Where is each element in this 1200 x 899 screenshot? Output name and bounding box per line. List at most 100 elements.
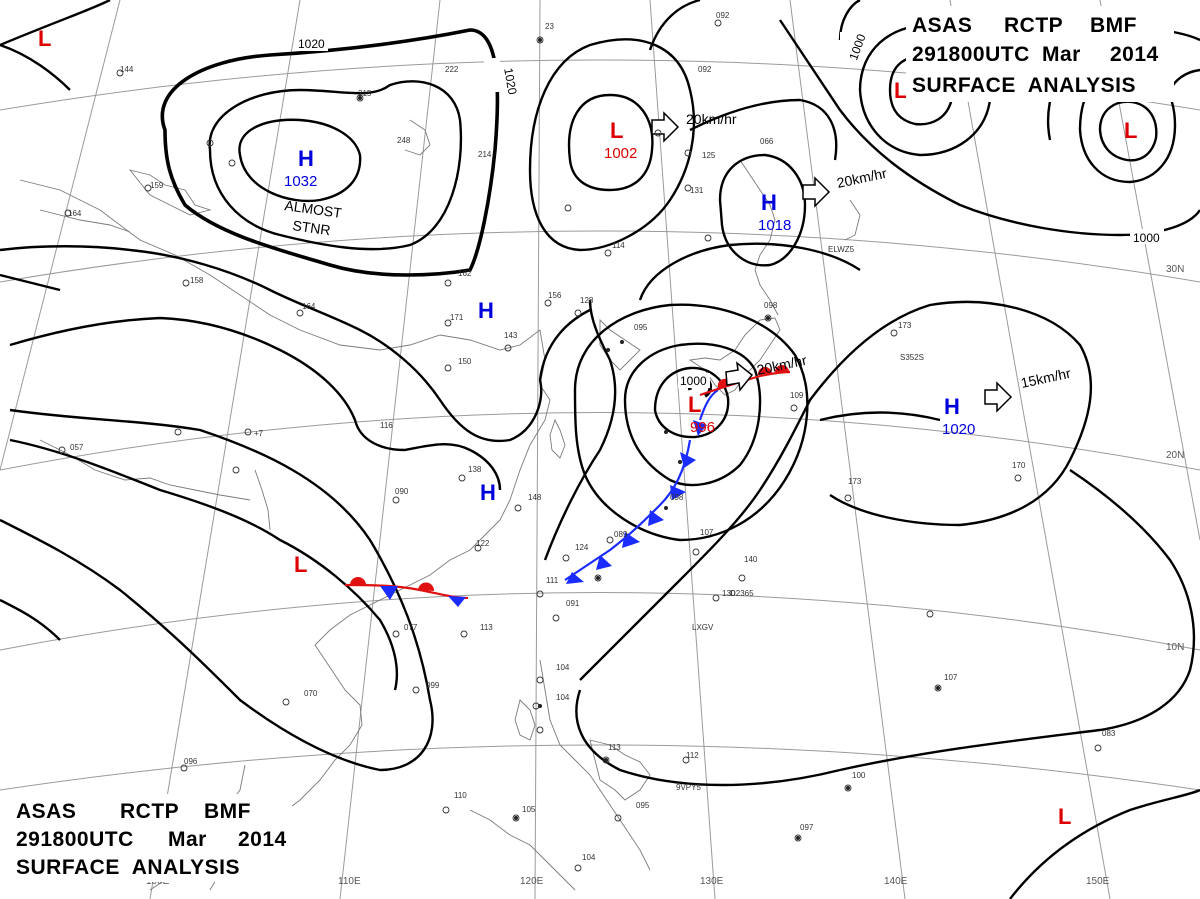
- header-time: 291800UTC: [16, 828, 134, 851]
- svg-text:131: 131: [690, 186, 704, 195]
- station-id: ELWZ5: [828, 245, 855, 254]
- svg-text:222: 222: [445, 65, 459, 74]
- svg-text:083: 083: [1102, 729, 1116, 738]
- svg-text:092: 092: [698, 65, 712, 74]
- svg-text:098: 098: [764, 301, 778, 310]
- svg-text:+7: +7: [254, 429, 264, 438]
- header-product-code: ASAS: [16, 800, 76, 823]
- svg-text:111: 111: [546, 576, 559, 585]
- low-center-letter: L: [688, 392, 701, 417]
- low-center-letter: L: [610, 118, 623, 143]
- svg-text:104: 104: [556, 663, 570, 672]
- low-center-letter: L: [38, 26, 51, 51]
- isobar-label: 1020: [298, 37, 325, 51]
- svg-text:092: 092: [716, 11, 730, 20]
- svg-text:171: 171: [450, 313, 464, 322]
- svg-text:089: 089: [614, 530, 628, 539]
- station-id: D2365: [730, 589, 754, 598]
- high-center-letter: H: [480, 480, 496, 505]
- svg-text:164: 164: [68, 209, 82, 218]
- movement-speed: 20km/hr: [835, 165, 888, 191]
- latitude-label: 30N: [1166, 264, 1184, 275]
- low-center-letter: L: [294, 552, 307, 577]
- header-year: 2014: [238, 828, 287, 851]
- header-month: Mar: [1042, 43, 1081, 66]
- svg-text:116: 116: [380, 421, 393, 430]
- coastlines: [19, 119, 861, 891]
- movement-speed: 15km/hr: [1019, 365, 1072, 391]
- low-center-value: 996: [690, 419, 715, 436]
- longitude-label: 150E: [1086, 876, 1110, 887]
- svg-text:164: 164: [302, 302, 316, 311]
- almost-stationary-label: STNR: [292, 217, 332, 238]
- header-bmf: BMF: [204, 800, 251, 823]
- svg-text:090: 090: [395, 487, 409, 496]
- svg-text:104: 104: [582, 853, 596, 862]
- station-id: LXGV: [692, 623, 714, 632]
- svg-text:162: 162: [458, 269, 472, 278]
- occluded-front: [693, 389, 719, 436]
- svg-text:170: 170: [1012, 461, 1026, 470]
- latitude-label: 10N: [1166, 642, 1184, 653]
- svg-text:105: 105: [522, 805, 536, 814]
- svg-text:095: 095: [636, 801, 650, 810]
- svg-text:122: 122: [476, 539, 490, 548]
- svg-text:098: 098: [670, 493, 684, 502]
- svg-text:107: 107: [944, 673, 958, 682]
- svg-text:173: 173: [848, 477, 862, 486]
- svg-text:097: 097: [800, 823, 814, 832]
- station-dots: [358, 38, 940, 840]
- station-plots: [58, 19, 1102, 872]
- stationary-front: [344, 577, 469, 607]
- svg-text:066: 066: [760, 137, 774, 146]
- low-center-letter: L: [1058, 804, 1071, 829]
- svg-text:099: 099: [426, 681, 440, 690]
- high-center-value: 1020: [942, 421, 975, 438]
- svg-text:125: 125: [702, 151, 716, 160]
- high-center-letter: H: [478, 298, 494, 323]
- svg-text:124: 124: [575, 543, 589, 552]
- header-product-code: ASAS: [912, 14, 972, 37]
- svg-text:091: 091: [566, 599, 580, 608]
- svg-text:130: 130: [722, 589, 736, 598]
- low-center-letter: L: [1124, 118, 1137, 143]
- almost-stationary-label: ALMOST: [284, 197, 344, 221]
- longitude-label: 130E: [700, 876, 724, 887]
- svg-text:158: 158: [190, 276, 204, 285]
- chart-header-top: ASAS RCTP BMF 291800UTC Mar 2014 SURFACE…: [906, 6, 1174, 102]
- svg-text:173: 173: [898, 321, 912, 330]
- svg-text:143: 143: [504, 331, 518, 340]
- high-center-value: 1032: [284, 173, 317, 190]
- svg-text:214: 214: [478, 150, 492, 159]
- svg-text:113: 113: [608, 743, 621, 752]
- svg-text:114: 114: [612, 241, 625, 250]
- svg-text:159: 159: [150, 181, 164, 190]
- svg-text:107: 107: [700, 528, 714, 537]
- longitude-label: 140E: [884, 876, 908, 887]
- svg-text:148: 148: [528, 493, 542, 502]
- svg-text:077: 077: [404, 623, 418, 632]
- low-center-value: 1002: [604, 145, 637, 162]
- svg-text:138: 138: [468, 465, 482, 474]
- svg-text:070: 070: [304, 689, 318, 698]
- header-title: SURFACE ANALYSIS: [16, 856, 240, 879]
- isobar-label: 1000: [680, 374, 707, 388]
- svg-text:100: 100: [852, 771, 866, 780]
- svg-text:156: 156: [548, 291, 562, 300]
- high-center-letter: H: [944, 394, 960, 419]
- station-id: S352S: [900, 353, 924, 362]
- station-id: 9VPY5: [676, 783, 701, 792]
- pressure-centers: H 1032 H 1018 H 1020 H H L 1002 L 996 L …: [38, 26, 1137, 829]
- high-center-value: 1018: [758, 217, 791, 234]
- svg-text:248: 248: [397, 136, 411, 145]
- svg-text:057: 057: [70, 443, 84, 452]
- header-month: Mar: [168, 828, 207, 851]
- cold-front: [564, 439, 696, 584]
- high-center-letter: H: [761, 190, 777, 215]
- svg-text:113: 113: [480, 623, 493, 632]
- svg-text:140: 140: [744, 555, 758, 564]
- header-year: 2014: [1110, 43, 1159, 66]
- movement-speed: 20km/hr: [686, 111, 737, 127]
